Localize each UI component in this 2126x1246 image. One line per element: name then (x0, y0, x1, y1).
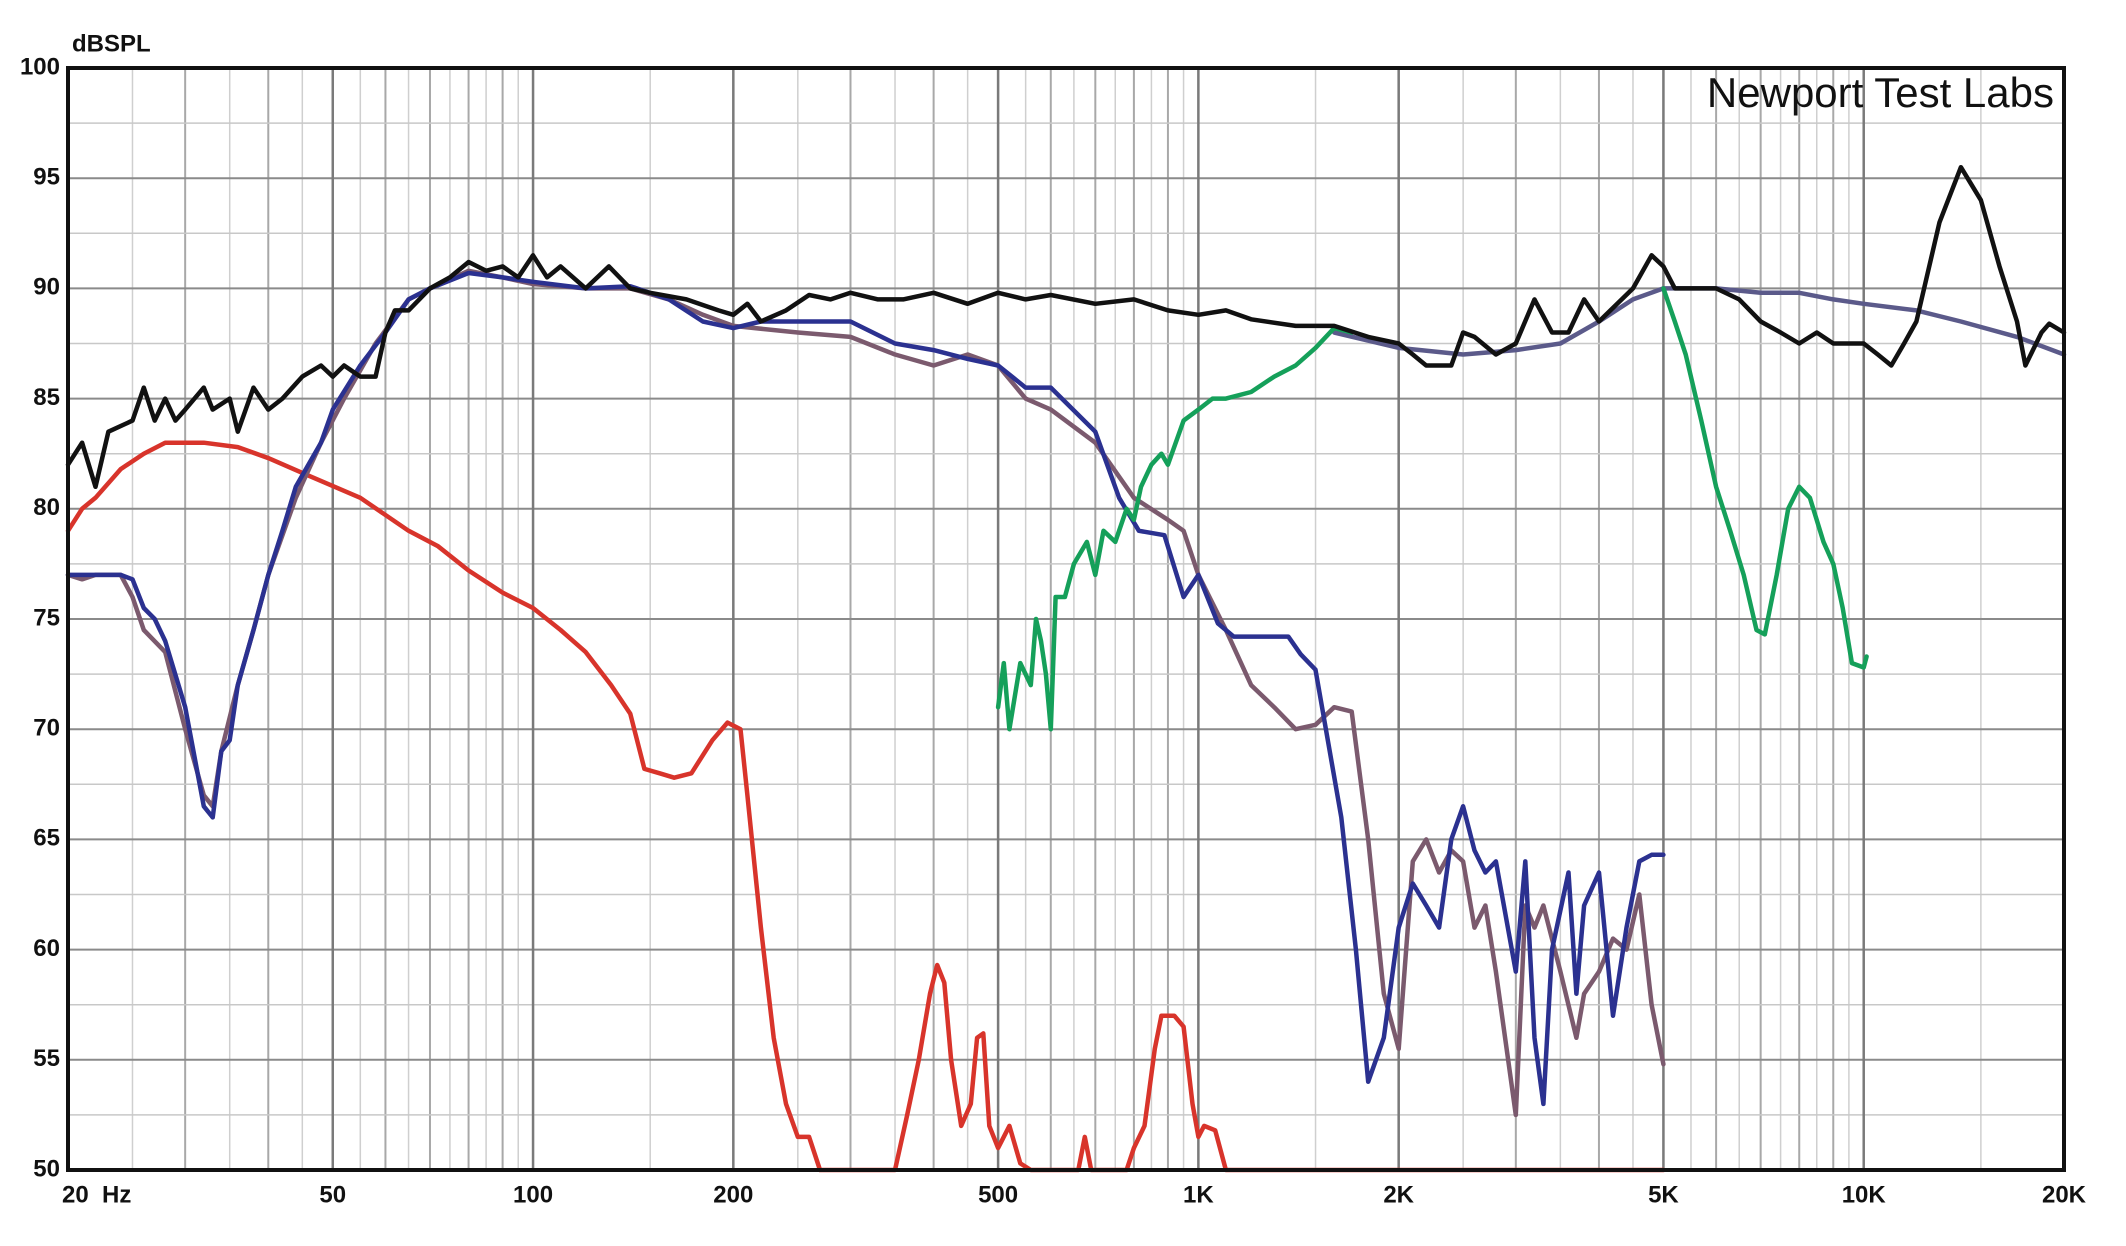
x-tick-label: 500 (978, 1181, 1018, 1208)
x-tick-label: 20K (2042, 1181, 2087, 1208)
x-tick-label: 100 (513, 1181, 553, 1208)
x-tick-label: 2K (1383, 1181, 1414, 1208)
y-axis-label: dBSPL (72, 30, 151, 57)
x-tick-label: 200 (713, 1181, 753, 1208)
x-tick-label: 5K (1648, 1181, 1679, 1208)
y-tick-label: 75 (33, 604, 60, 631)
y-tick-label: 70 (33, 715, 60, 742)
y-tick-label: 60 (33, 935, 60, 962)
y-tick-label: 90 (33, 274, 60, 301)
y-tick-label: 100 (20, 53, 60, 80)
series-line (995, 286, 1869, 732)
y-tick-label: 85 (33, 384, 60, 411)
y-tick-label: 95 (33, 164, 60, 191)
y-tick-label: 55 (33, 1045, 60, 1072)
series-line (65, 268, 1666, 1118)
x-tick-label: 20 Hz (62, 1181, 131, 1208)
y-tick-label: 50 (33, 1155, 60, 1182)
series-line (65, 164, 2067, 490)
y-tick-label: 80 (33, 494, 60, 521)
x-tick-label: 10K (1842, 1181, 1887, 1208)
series-line (65, 270, 1666, 1107)
x-tick-label: 50 (319, 1181, 346, 1208)
x-tick-label: 1K (1183, 1181, 1214, 1208)
plot-frame (66, 66, 2066, 1172)
series-line (65, 440, 1666, 1173)
annotation: Newport Test Labs (1707, 69, 2054, 116)
series-line (1331, 286, 2067, 357)
y-tick-label: 65 (33, 825, 60, 852)
